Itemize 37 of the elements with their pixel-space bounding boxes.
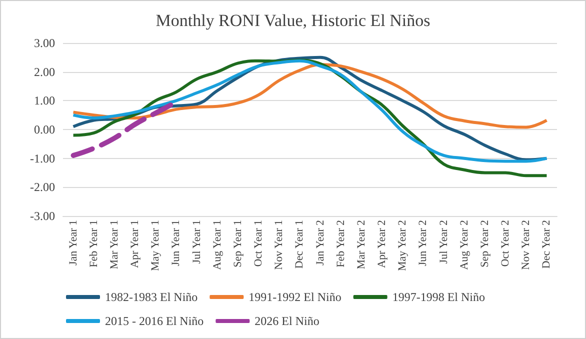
x-tick-label: Apr Year 2 [376,220,388,268]
x-tick-label: Aug Year 1 [211,220,224,270]
legend-label: 1991-1992 El Niño [248,290,342,304]
x-tick-label: Dec Year 2 [540,220,553,269]
x-tick-label: Jun Year 2 [417,220,430,266]
x-tick-label: May Year 1 [150,220,162,272]
x-tick-label: May Year 2 [396,220,409,272]
x-tick-label: Mar Year 1 [108,220,120,270]
chart-title: Monthly RONI Value, Historic El Niños [156,11,430,30]
x-tick-label: Feb Year 1 [88,220,100,268]
x-tick-label: Jun Year 1 [170,220,182,266]
y-tick-label: -1.00 [30,151,55,166]
y-tick-label: 3.00 [34,36,55,50]
y-tick-label: -2.00 [30,180,55,194]
x-tick-label: Apr Year 1 [129,220,142,268]
x-tick-label: Jan Year 1 [67,220,80,266]
x-tick-label: Nov Year 2 [520,220,532,270]
x-tick-label: Dec Year 1 [294,220,306,269]
x-tick-label: Aug Year 2 [458,220,470,270]
x-tick-label: Feb Year 2 [334,220,347,268]
legend-label: 2026 El Niño [254,314,320,328]
x-tick-label: Mar Year 2 [355,220,368,270]
x-tick-label: Jul Year 1 [190,220,203,264]
y-tick-label: -3.00 [30,209,55,223]
y-tick-label: 2.00 [34,64,55,79]
x-tick-label: Sep Year 1 [232,220,244,268]
x-tick-label: Jul Year 2 [438,220,450,264]
x-tick-label: Jan Year 2 [314,220,326,266]
legend-label: 2015 - 2016 El Niño [105,314,204,328]
legend-label: 1997-1998 El Niño [392,290,485,304]
x-tick-label: Oct Year 2 [500,220,512,267]
x-tick-label: Sep Year 2 [478,220,491,268]
legend-label: 1982-1983 El Niño [105,290,198,304]
x-tick-label: Nov Year 1 [273,220,286,270]
x-tick-label: Oct Year 1 [252,220,265,267]
y-tick-label: 1.00 [34,94,55,108]
y-tick-label: 0.00 [34,122,55,136]
